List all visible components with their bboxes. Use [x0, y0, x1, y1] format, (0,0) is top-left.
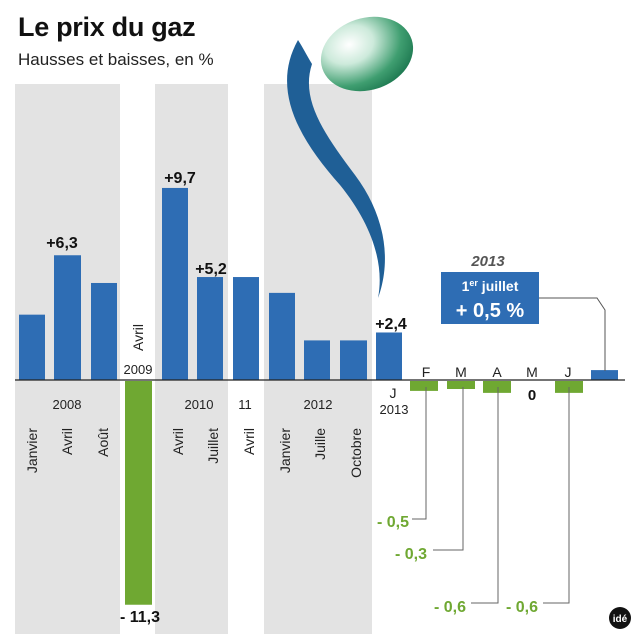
data-label-5: +5,2: [195, 261, 227, 278]
month-label-2: Août: [95, 428, 111, 457]
data-label-12: - 0,3: [395, 546, 427, 563]
leader-line-13: [471, 387, 499, 604]
bar-2: [91, 282, 117, 380]
callout-leader: [539, 297, 606, 371]
data-label-3: - 11,3: [120, 609, 160, 626]
bar-10: [376, 332, 402, 380]
data-label-13: - 0,6: [434, 599, 466, 616]
bar-12: [447, 381, 475, 389]
year-label-2009: 2009: [124, 362, 153, 377]
month-label-15: J: [565, 364, 572, 380]
month-label-0: Janvier: [24, 428, 40, 473]
leader-line-15: [543, 387, 570, 604]
bar-7: [269, 292, 295, 380]
bar-8: [304, 340, 330, 380]
bar-4: [162, 187, 188, 380]
month-label-6: Avril: [241, 428, 257, 455]
month-label-4: Avril: [170, 428, 186, 455]
data-label-11: - 0,5: [377, 514, 409, 531]
leader-line-12: [433, 387, 464, 551]
year-label-2010: 2010: [185, 397, 214, 412]
month-label-12: M: [455, 364, 467, 380]
month-label-11: F: [422, 364, 431, 380]
data-label-15: - 0,6: [506, 599, 538, 616]
year-label-11: 11: [238, 397, 252, 412]
data-label-1: +6,3: [46, 235, 78, 252]
bar-13: [483, 381, 511, 393]
callout-date: 1er juillet: [462, 278, 519, 294]
leader-line-11: [412, 387, 427, 520]
callout-box: [441, 272, 539, 324]
gas-flame-icon: [287, 16, 414, 298]
data-label-10: +2,4: [375, 316, 407, 333]
chart-subtitle: Hausses et baisses, en %: [18, 50, 214, 69]
month-label-5: Juillet: [205, 428, 221, 464]
bar-11: [410, 381, 438, 391]
month-label-1: Avril: [59, 428, 75, 455]
data-label-14: 0: [528, 387, 536, 404]
credit-label: idé: [613, 614, 628, 625]
month-label-9: Octobre: [348, 428, 364, 478]
month-label-8: Juille: [312, 428, 328, 460]
bar-15: [555, 381, 583, 393]
callout-year: 2013: [470, 253, 505, 270]
month-label-10: J: [390, 385, 397, 401]
bar-9: [340, 340, 367, 380]
month-label-7: Janvier: [277, 428, 293, 473]
bar-0: [19, 314, 45, 380]
year-label-2013: 2013: [380, 402, 409, 417]
month-label-3: Avril: [130, 324, 146, 351]
bar-1: [54, 255, 81, 380]
month-label-13: A: [492, 364, 502, 380]
bar-6: [233, 277, 259, 380]
month-label-14: M: [526, 364, 538, 380]
bar-3: [125, 381, 152, 605]
year-label-2012: 2012: [304, 397, 333, 412]
data-label-4: +9,7: [164, 170, 196, 187]
bar-16: [591, 370, 618, 380]
chart-title: Le prix du gaz: [18, 12, 196, 42]
bar-5: [197, 277, 223, 380]
year-label-2008: 2008: [53, 397, 82, 412]
callout-value: + 0,5 %: [456, 300, 525, 322]
ide-logo-icon: [609, 607, 631, 629]
